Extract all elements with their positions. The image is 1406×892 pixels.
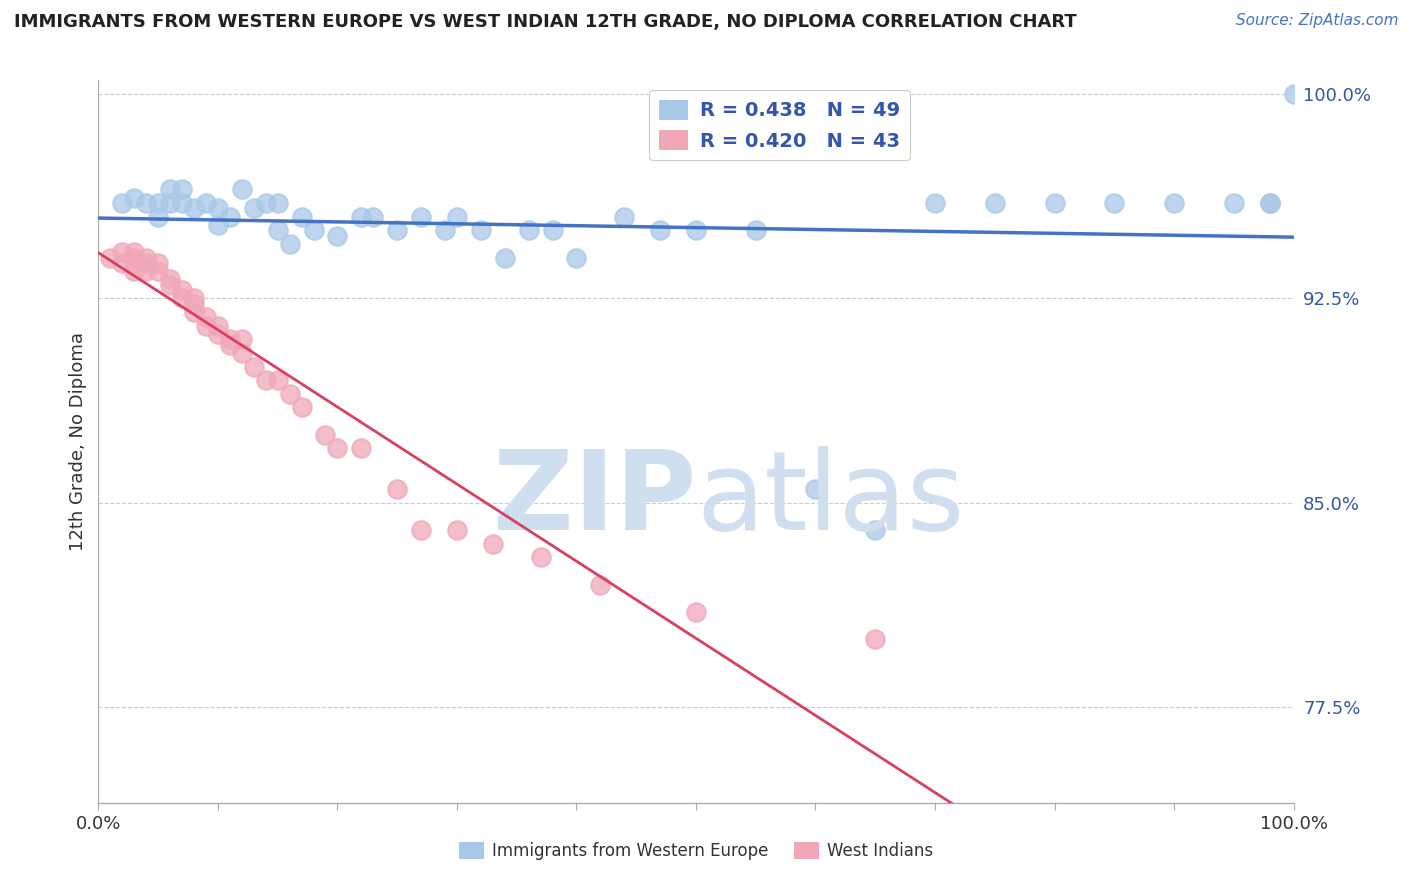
Point bbox=[172, 292, 194, 306]
Point bbox=[315, 427, 337, 442]
Legend: Immigrants from Western Europe, West Indians: Immigrants from Western Europe, West Ind… bbox=[453, 835, 939, 867]
Point bbox=[1223, 196, 1246, 211]
Point bbox=[446, 523, 468, 537]
Point bbox=[159, 272, 181, 286]
Point bbox=[278, 387, 301, 401]
Point bbox=[135, 196, 157, 211]
Point bbox=[172, 196, 194, 211]
Point bbox=[159, 277, 181, 292]
Point bbox=[231, 346, 253, 360]
Point bbox=[207, 318, 229, 333]
Text: atlas: atlas bbox=[696, 446, 965, 553]
Point bbox=[148, 210, 170, 224]
Point bbox=[254, 373, 277, 387]
Point bbox=[243, 359, 266, 374]
Point bbox=[1104, 196, 1126, 211]
Point bbox=[565, 251, 588, 265]
Point bbox=[183, 292, 205, 306]
Point bbox=[1258, 196, 1281, 211]
Point bbox=[267, 373, 290, 387]
Point bbox=[865, 523, 887, 537]
Point bbox=[124, 256, 146, 270]
Point bbox=[159, 182, 181, 196]
Point bbox=[231, 182, 253, 196]
Point bbox=[1043, 196, 1066, 211]
Point bbox=[159, 196, 181, 211]
Point bbox=[124, 251, 146, 265]
Point bbox=[685, 223, 707, 237]
Point bbox=[254, 196, 277, 211]
Point bbox=[124, 190, 146, 204]
Text: ZIP: ZIP bbox=[492, 446, 696, 553]
Point bbox=[411, 210, 433, 224]
Point bbox=[243, 202, 266, 216]
Point bbox=[231, 332, 253, 346]
Point bbox=[1163, 196, 1185, 211]
Point bbox=[446, 210, 468, 224]
Point bbox=[481, 537, 505, 551]
Point bbox=[385, 223, 409, 237]
Point bbox=[326, 442, 349, 456]
Point bbox=[411, 523, 433, 537]
Point bbox=[219, 332, 242, 346]
Point bbox=[865, 632, 887, 647]
Point bbox=[267, 196, 290, 211]
Point bbox=[135, 256, 157, 270]
Point bbox=[219, 337, 242, 351]
Point bbox=[685, 605, 707, 619]
Point bbox=[350, 442, 373, 456]
Point bbox=[98, 251, 122, 265]
Point bbox=[148, 196, 170, 211]
Point bbox=[984, 196, 1007, 211]
Point bbox=[207, 202, 229, 216]
Point bbox=[291, 401, 314, 415]
Point bbox=[135, 251, 157, 265]
Text: Source: ZipAtlas.com: Source: ZipAtlas.com bbox=[1236, 13, 1399, 29]
Point bbox=[111, 196, 134, 211]
Point bbox=[434, 223, 457, 237]
Point bbox=[219, 210, 242, 224]
Point bbox=[745, 223, 768, 237]
Point bbox=[1282, 87, 1305, 101]
Text: IMMIGRANTS FROM WESTERN EUROPE VS WEST INDIAN 12TH GRADE, NO DIPLOMA CORRELATION: IMMIGRANTS FROM WESTERN EUROPE VS WEST I… bbox=[14, 13, 1077, 31]
Point bbox=[195, 318, 218, 333]
Point bbox=[804, 482, 827, 496]
Point bbox=[111, 245, 134, 260]
Point bbox=[541, 223, 564, 237]
Point bbox=[589, 577, 612, 591]
Point bbox=[135, 264, 157, 278]
Point bbox=[195, 196, 218, 211]
Point bbox=[195, 310, 218, 325]
Point bbox=[183, 305, 205, 319]
Point bbox=[494, 251, 516, 265]
Point bbox=[278, 236, 301, 251]
Point bbox=[111, 256, 134, 270]
Point bbox=[183, 202, 205, 216]
Point bbox=[363, 210, 385, 224]
Point bbox=[148, 264, 170, 278]
Point bbox=[267, 223, 290, 237]
Point bbox=[172, 182, 194, 196]
Point bbox=[470, 223, 492, 237]
Y-axis label: 12th Grade, No Diploma: 12th Grade, No Diploma bbox=[69, 332, 87, 551]
Point bbox=[517, 223, 540, 237]
Point bbox=[207, 218, 229, 232]
Point bbox=[530, 550, 553, 565]
Point bbox=[124, 264, 146, 278]
Point bbox=[124, 245, 146, 260]
Point bbox=[1258, 196, 1281, 211]
Point bbox=[648, 223, 672, 237]
Point bbox=[326, 228, 349, 243]
Point bbox=[350, 210, 373, 224]
Point bbox=[302, 223, 325, 237]
Point bbox=[613, 210, 636, 224]
Point bbox=[924, 196, 946, 211]
Point bbox=[207, 326, 229, 341]
Point bbox=[172, 283, 194, 297]
Point bbox=[183, 297, 205, 311]
Point bbox=[148, 256, 170, 270]
Point bbox=[291, 210, 314, 224]
Point bbox=[385, 482, 409, 496]
